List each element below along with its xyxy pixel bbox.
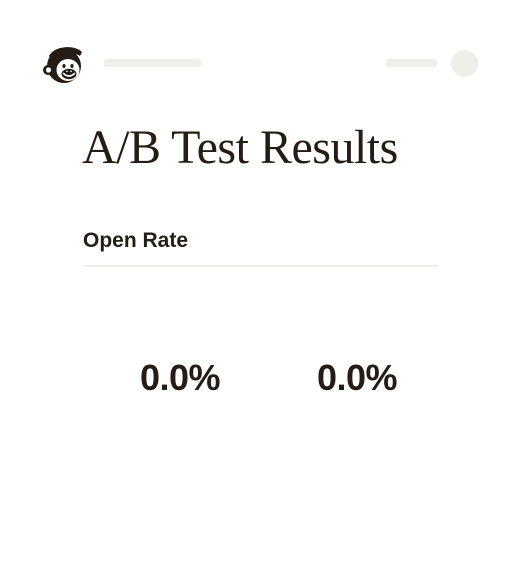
nav-placeholder-bar (104, 59, 201, 67)
avatar-icon[interactable] (451, 50, 478, 77)
variant-a-value: 0.0% (140, 357, 221, 398)
variant-b-value: 0.0% (317, 357, 398, 398)
page-title: A/B Test Results (82, 121, 398, 174)
divider (83, 265, 438, 267)
mailchimp-logo-icon[interactable] (40, 40, 88, 88)
account-placeholder-bar (386, 59, 437, 67)
top-bar (0, 0, 520, 110)
metric-label: Open Rate (83, 229, 189, 252)
